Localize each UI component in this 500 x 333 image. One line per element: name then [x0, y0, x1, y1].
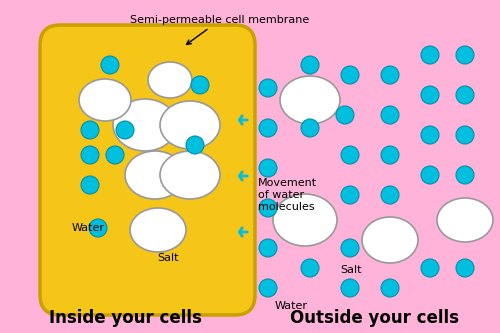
Circle shape: [301, 56, 319, 74]
Circle shape: [381, 106, 399, 124]
Circle shape: [341, 146, 359, 164]
Circle shape: [259, 279, 277, 297]
Ellipse shape: [160, 151, 220, 199]
Circle shape: [421, 86, 439, 104]
Text: Salt: Salt: [340, 265, 361, 275]
Circle shape: [101, 56, 119, 74]
Circle shape: [259, 239, 277, 257]
Circle shape: [381, 186, 399, 204]
Circle shape: [381, 66, 399, 84]
Ellipse shape: [148, 62, 192, 98]
Circle shape: [259, 159, 277, 177]
Ellipse shape: [160, 101, 220, 149]
Text: Semi-permeable cell membrane: Semi-permeable cell membrane: [130, 15, 310, 44]
Circle shape: [456, 46, 474, 64]
Circle shape: [456, 259, 474, 277]
Circle shape: [341, 239, 359, 257]
Ellipse shape: [113, 99, 177, 151]
Circle shape: [301, 119, 319, 137]
Ellipse shape: [273, 194, 337, 246]
Circle shape: [421, 126, 439, 144]
Circle shape: [259, 79, 277, 97]
Circle shape: [456, 126, 474, 144]
Circle shape: [259, 119, 277, 137]
Ellipse shape: [362, 217, 418, 263]
Circle shape: [341, 66, 359, 84]
Circle shape: [81, 146, 99, 164]
Circle shape: [301, 259, 319, 277]
Text: Water: Water: [275, 301, 308, 311]
Circle shape: [341, 186, 359, 204]
Circle shape: [456, 166, 474, 184]
Circle shape: [381, 146, 399, 164]
Circle shape: [116, 121, 134, 139]
Circle shape: [336, 106, 354, 124]
Circle shape: [421, 46, 439, 64]
Circle shape: [381, 279, 399, 297]
FancyBboxPatch shape: [40, 25, 255, 315]
Ellipse shape: [280, 76, 340, 124]
Ellipse shape: [130, 208, 186, 252]
Ellipse shape: [79, 79, 131, 121]
Circle shape: [106, 146, 124, 164]
Circle shape: [81, 121, 99, 139]
Ellipse shape: [437, 198, 493, 242]
Text: Movement
of water
molecules: Movement of water molecules: [258, 178, 317, 211]
Text: Salt: Salt: [157, 253, 179, 263]
Circle shape: [456, 86, 474, 104]
Circle shape: [186, 136, 204, 154]
Circle shape: [259, 199, 277, 217]
Circle shape: [89, 219, 107, 237]
Text: Water: Water: [72, 223, 105, 233]
Circle shape: [421, 259, 439, 277]
Ellipse shape: [125, 151, 185, 199]
Circle shape: [421, 166, 439, 184]
Text: Inside your cells: Inside your cells: [48, 309, 202, 327]
Circle shape: [191, 76, 209, 94]
Text: Outside your cells: Outside your cells: [290, 309, 460, 327]
Circle shape: [81, 176, 99, 194]
Circle shape: [341, 279, 359, 297]
